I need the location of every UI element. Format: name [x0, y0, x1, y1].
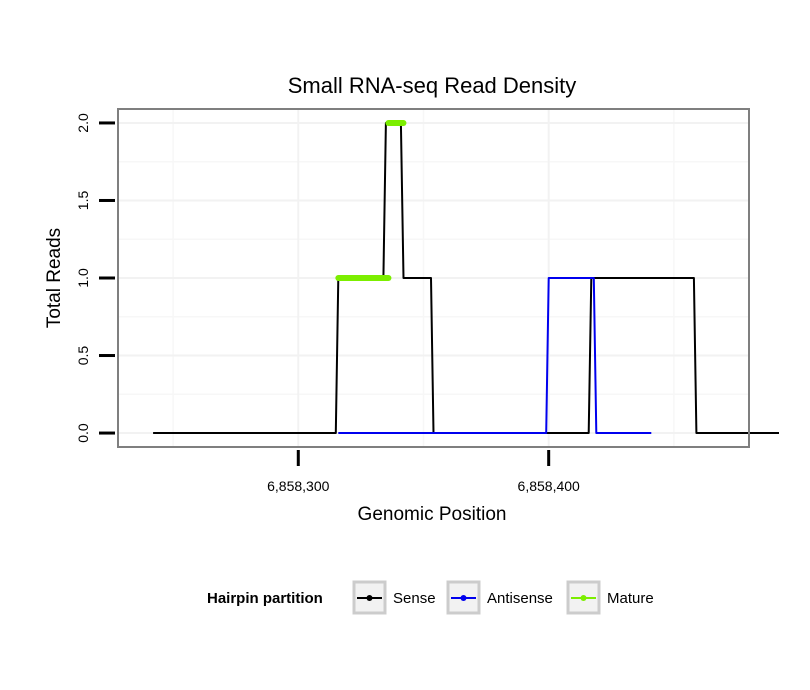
y-tick-label: 2.0 — [75, 113, 91, 133]
legend-label-sense: Sense — [393, 590, 436, 607]
legend-label-antisense: Antisense — [487, 590, 553, 607]
x-axis-label: Genomic Position — [358, 504, 507, 525]
y-tick-label: 0.5 — [75, 346, 91, 366]
legend-dot-sense — [366, 595, 373, 601]
series-antisense-line — [338, 277, 652, 434]
chart-title: Small RNA-seq Read Density — [288, 73, 577, 98]
y-tick-label: 1.0 — [75, 268, 91, 288]
legend-title: Hairpin partition — [207, 590, 323, 607]
plot-border — [117, 108, 750, 448]
legend: Hairpin partition Sense Antisense Mature — [207, 580, 654, 615]
y-axis-label: Total Reads — [44, 228, 65, 328]
x-axis: 6,858,300 6,858,400 — [267, 450, 580, 494]
legend-label-mature: Mature — [607, 590, 654, 607]
series-layer — [153, 119, 779, 434]
y-tick-label: 0.0 — [75, 423, 91, 443]
y-tick-label: 1.5 — [75, 191, 91, 211]
y-axis: 0.0 0.5 1.0 1.5 2.0 — [75, 113, 115, 443]
legend-dot-antisense — [460, 595, 467, 601]
x-tick-label: 6,858,300 — [267, 478, 329, 494]
legend-dot-mature — [580, 595, 587, 601]
x-tick-label: 6,858,400 — [518, 478, 580, 494]
legend-key-mature — [566, 580, 601, 615]
